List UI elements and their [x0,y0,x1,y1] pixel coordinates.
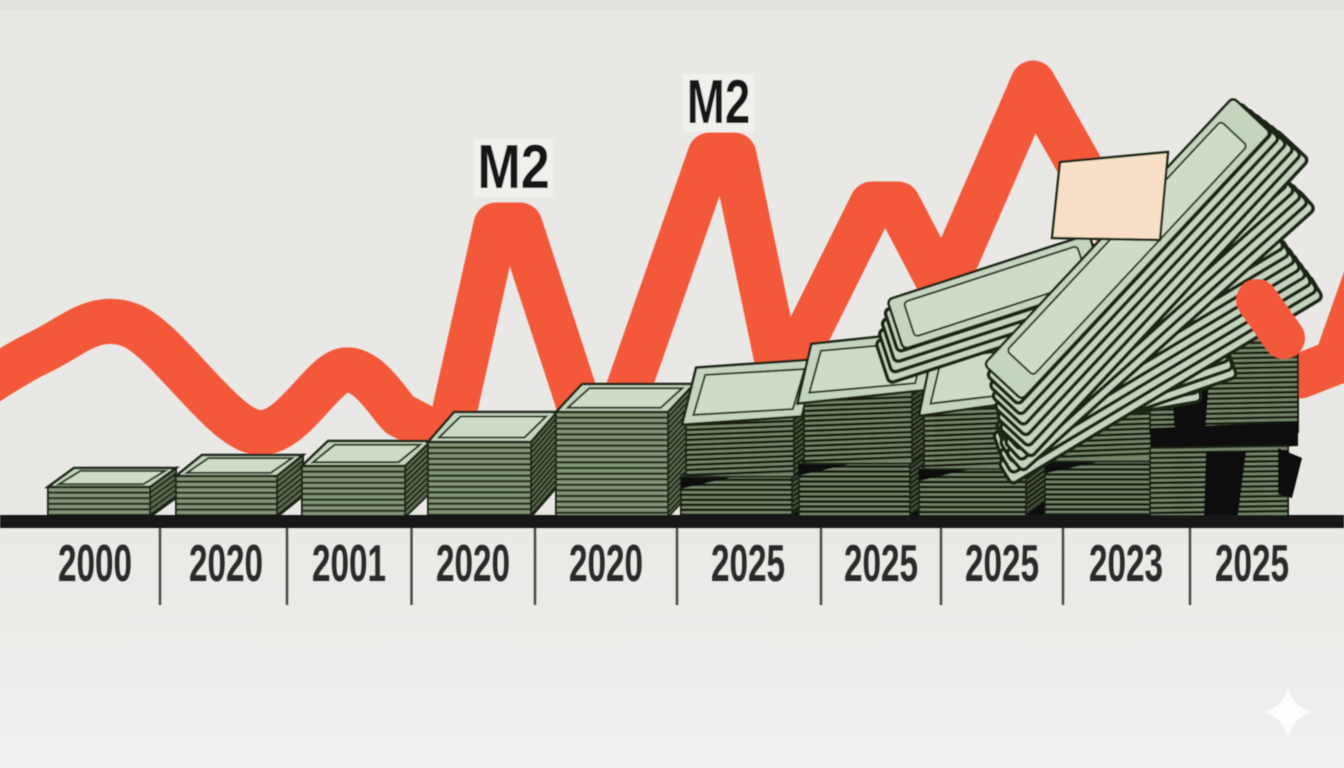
svg-text:M2: M2 [477,133,549,202]
svg-text:2023: 2023 [1089,536,1163,593]
svg-text:2025: 2025 [1215,536,1289,593]
svg-text:2025: 2025 [844,536,918,593]
svg-text:2020: 2020 [569,536,643,593]
svg-text:2025: 2025 [711,536,785,593]
svg-text:2020: 2020 [189,536,263,593]
svg-text:M2: M2 [687,67,750,136]
svg-text:2000: 2000 [58,536,132,593]
svg-text:2020: 2020 [436,536,510,593]
svg-text:2001: 2001 [312,536,386,593]
svg-text:2025: 2025 [965,536,1039,593]
